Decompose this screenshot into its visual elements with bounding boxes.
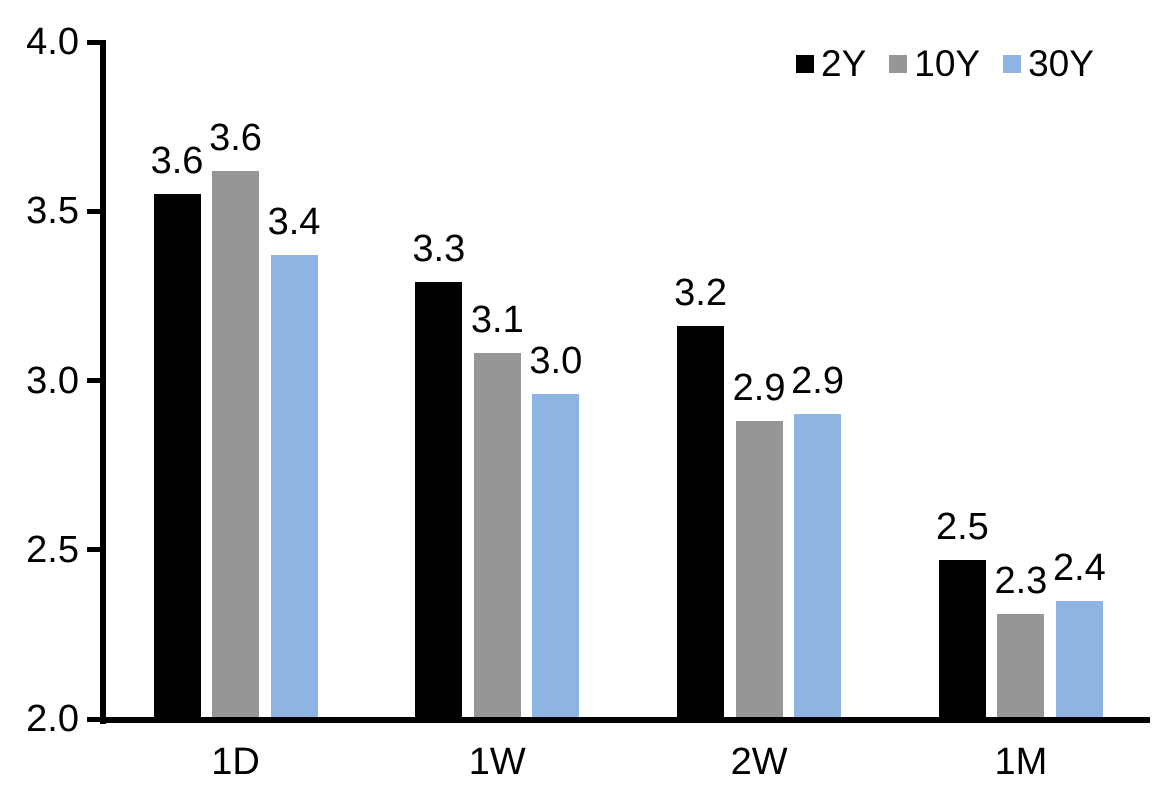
y-axis-label-2.0: 2.0 [26, 698, 79, 740]
legend-item-10y: 10Y [889, 43, 980, 85]
bar-30y-1m [1055, 600, 1103, 719]
bar-2y-1d [153, 194, 201, 719]
data-label-2y-1d: 3.6 [150, 140, 204, 183]
bar-30y-1w [532, 394, 580, 719]
y-axis-tick [87, 716, 100, 722]
y-axis-tick [87, 378, 100, 383]
bar-30y-2w [794, 414, 842, 719]
legend-swatch-10y [889, 55, 908, 73]
data-label-30y-1w: 3.0 [529, 340, 583, 383]
bar-10y-1w [473, 353, 521, 719]
bar-10y-2w [735, 421, 783, 719]
data-label-10y-1d: 3.6 [209, 116, 262, 159]
x-axis-label-1w: 1W [468, 741, 526, 783]
data-label-2y-2w: 3.2 [674, 272, 727, 315]
data-label-30y-1m: 2.4 [1052, 546, 1106, 589]
x-axis-label-1d: 1D [211, 741, 260, 783]
legend-label-2y: 2Y [821, 43, 867, 84]
legend-swatch-2y [796, 55, 814, 73]
bar-10y-1d [212, 170, 259, 719]
y-axis-label-4.0: 4.0 [26, 21, 79, 63]
bar-2y-1m [938, 559, 986, 719]
bar-2y-2w [677, 326, 725, 719]
bar-10y-1m [997, 614, 1045, 719]
data-label-2y-1w: 3.3 [412, 228, 466, 271]
legend-swatch-30y [1003, 55, 1022, 73]
data-label-10y-1w: 3.1 [470, 299, 524, 342]
bar-30y-1d [270, 255, 318, 719]
y-axis-line [100, 40, 106, 724]
x-axis-label-1m: 1M [994, 741, 1048, 783]
y-axis-tick [87, 208, 100, 214]
legend: 2Y 10Y 30Y [796, 43, 1094, 85]
bar-2y-1w [415, 282, 463, 719]
y-axis-label-3.5: 3.5 [26, 190, 79, 233]
y-axis-label-3.0: 3.0 [26, 359, 79, 402]
legend-item-30y: 30Y [1003, 43, 1094, 85]
y-axis-tick [87, 547, 100, 553]
data-label-30y-1d: 3.4 [267, 201, 321, 244]
legend-label-30y: 30Y [1028, 43, 1094, 84]
x-axis-label-2w: 2W [730, 741, 788, 783]
legend-label-10y: 10Y [914, 43, 981, 84]
data-label-30y-2w: 2.9 [791, 360, 844, 403]
data-label-10y-1m: 2.3 [994, 560, 1048, 603]
legend-item-2y: 2Y [796, 43, 866, 85]
data-label-10y-2w: 2.9 [732, 367, 786, 410]
x-axis-line [100, 717, 1150, 723]
y-axis-tick [87, 39, 100, 45]
data-label-2y-1m: 2.5 [935, 505, 989, 548]
y-axis-label-2.5: 2.5 [26, 528, 79, 571]
